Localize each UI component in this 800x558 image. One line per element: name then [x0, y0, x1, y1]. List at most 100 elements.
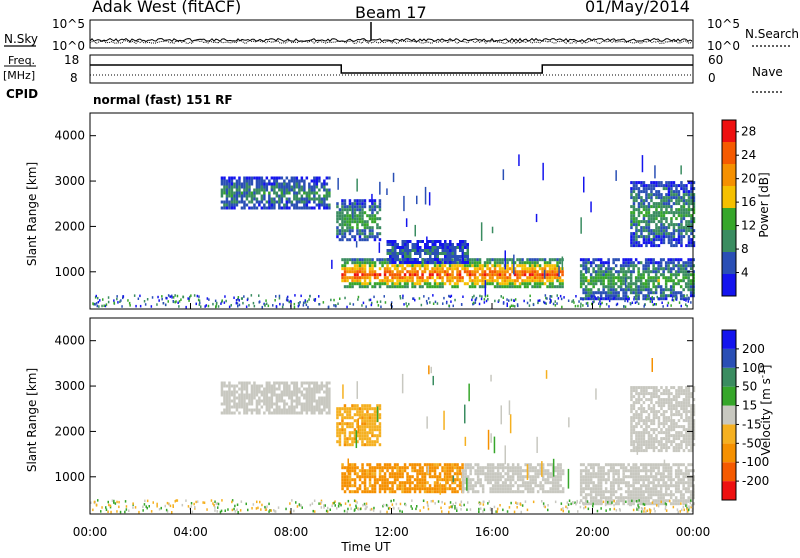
echo-cell	[549, 261, 552, 264]
ground-scatter-cell	[623, 305, 625, 308]
echo-cell	[376, 428, 379, 431]
echo-cell	[231, 183, 234, 186]
echo-cell	[339, 211, 342, 214]
echo-cell	[630, 484, 633, 487]
echo-cell	[298, 192, 301, 195]
ground-scatter-cell	[558, 297, 560, 300]
echo-cell	[643, 401, 646, 404]
echo-cell	[499, 267, 502, 270]
echo-cell	[652, 261, 655, 264]
echo-cell	[328, 400, 331, 403]
echo-cell	[354, 466, 357, 469]
echo-cell	[612, 481, 615, 484]
echo-cell	[241, 198, 244, 201]
echo-cell	[346, 475, 349, 478]
echo-cell	[374, 416, 377, 419]
echo-cell	[650, 398, 653, 401]
echo-cell	[496, 261, 499, 264]
echo-cell	[585, 294, 588, 297]
echo-cell	[622, 469, 625, 472]
echo-cell	[663, 214, 666, 217]
echo-cell	[464, 255, 467, 258]
echo-cell	[592, 481, 595, 484]
echo-cell	[660, 214, 663, 217]
echo-cell	[221, 192, 224, 195]
echo-cell	[506, 282, 509, 285]
echo-cell	[449, 469, 452, 472]
echo-cell	[437, 252, 440, 255]
echo-cell	[489, 475, 492, 478]
echo-cell	[303, 198, 306, 201]
echo-cell	[344, 484, 347, 487]
echo-cell	[502, 481, 505, 484]
echo-cell	[414, 249, 417, 252]
echo-cell	[326, 403, 329, 406]
echo-cell	[587, 297, 590, 300]
echo-cell	[638, 223, 641, 226]
echo-cell	[474, 270, 477, 273]
echo-cell	[321, 186, 324, 189]
echo-cell	[467, 463, 470, 466]
echo-cell	[554, 478, 557, 481]
echo-cell	[557, 481, 560, 484]
echo-cell	[321, 412, 324, 415]
echo-cell	[670, 235, 673, 238]
echo-cell	[371, 443, 374, 446]
echo-cell	[228, 201, 231, 204]
echo-cell	[369, 463, 372, 466]
echo-cell	[557, 463, 560, 466]
echo-cell	[361, 220, 364, 223]
echo-cell	[429, 246, 432, 249]
ground-scatter-cell	[545, 302, 547, 305]
echo-cell	[449, 249, 452, 252]
echo-cell	[369, 490, 372, 493]
echo-cell	[643, 217, 646, 220]
echo-cell	[489, 261, 492, 264]
echo-cell	[349, 205, 352, 208]
echo-cell	[344, 443, 347, 446]
echo-cell	[467, 261, 470, 264]
echo-cell	[339, 223, 342, 226]
echo-cell	[283, 382, 286, 385]
echo-cell	[266, 388, 269, 391]
echo-cell	[406, 475, 409, 478]
echo-cell	[688, 437, 691, 440]
echo-cell	[675, 276, 678, 279]
echo-cell	[499, 463, 502, 466]
echo-cell	[678, 226, 681, 229]
echo-cell	[675, 273, 678, 276]
echo-cell	[356, 258, 359, 261]
echo-cell	[359, 205, 362, 208]
echo-cell	[351, 422, 354, 425]
echo-cell	[349, 416, 352, 419]
echo-cell	[643, 407, 646, 410]
echo-cell	[690, 193, 693, 196]
ground-scatter-cell	[180, 298, 182, 301]
echo-cell	[369, 437, 372, 440]
echo-cell	[627, 469, 630, 472]
ground-scatter-cell	[530, 299, 532, 302]
echo-cell	[221, 207, 224, 210]
echo-cell	[484, 472, 487, 475]
echo-cell	[371, 490, 374, 493]
echo-cell	[600, 484, 603, 487]
ground-scatter-cell	[443, 297, 445, 300]
echo-cell	[261, 198, 264, 201]
echo-cell	[308, 397, 311, 400]
echo-cell	[559, 484, 562, 487]
ground-scatter-cell	[333, 304, 335, 307]
echo-cell	[517, 490, 520, 493]
echo-cell	[647, 493, 650, 496]
echo-cell	[459, 258, 462, 261]
echo-cell	[456, 472, 459, 475]
echo-cell	[318, 409, 321, 412]
echo-cell	[273, 382, 276, 385]
echo-cell	[655, 392, 658, 395]
echo-cell	[251, 207, 254, 210]
echo-cell	[582, 490, 585, 493]
ground-scatter-cell	[258, 294, 260, 297]
echo-cell	[434, 255, 437, 258]
echo-cell	[653, 241, 656, 244]
echo-cell	[524, 267, 527, 270]
echo-cell	[386, 264, 389, 267]
